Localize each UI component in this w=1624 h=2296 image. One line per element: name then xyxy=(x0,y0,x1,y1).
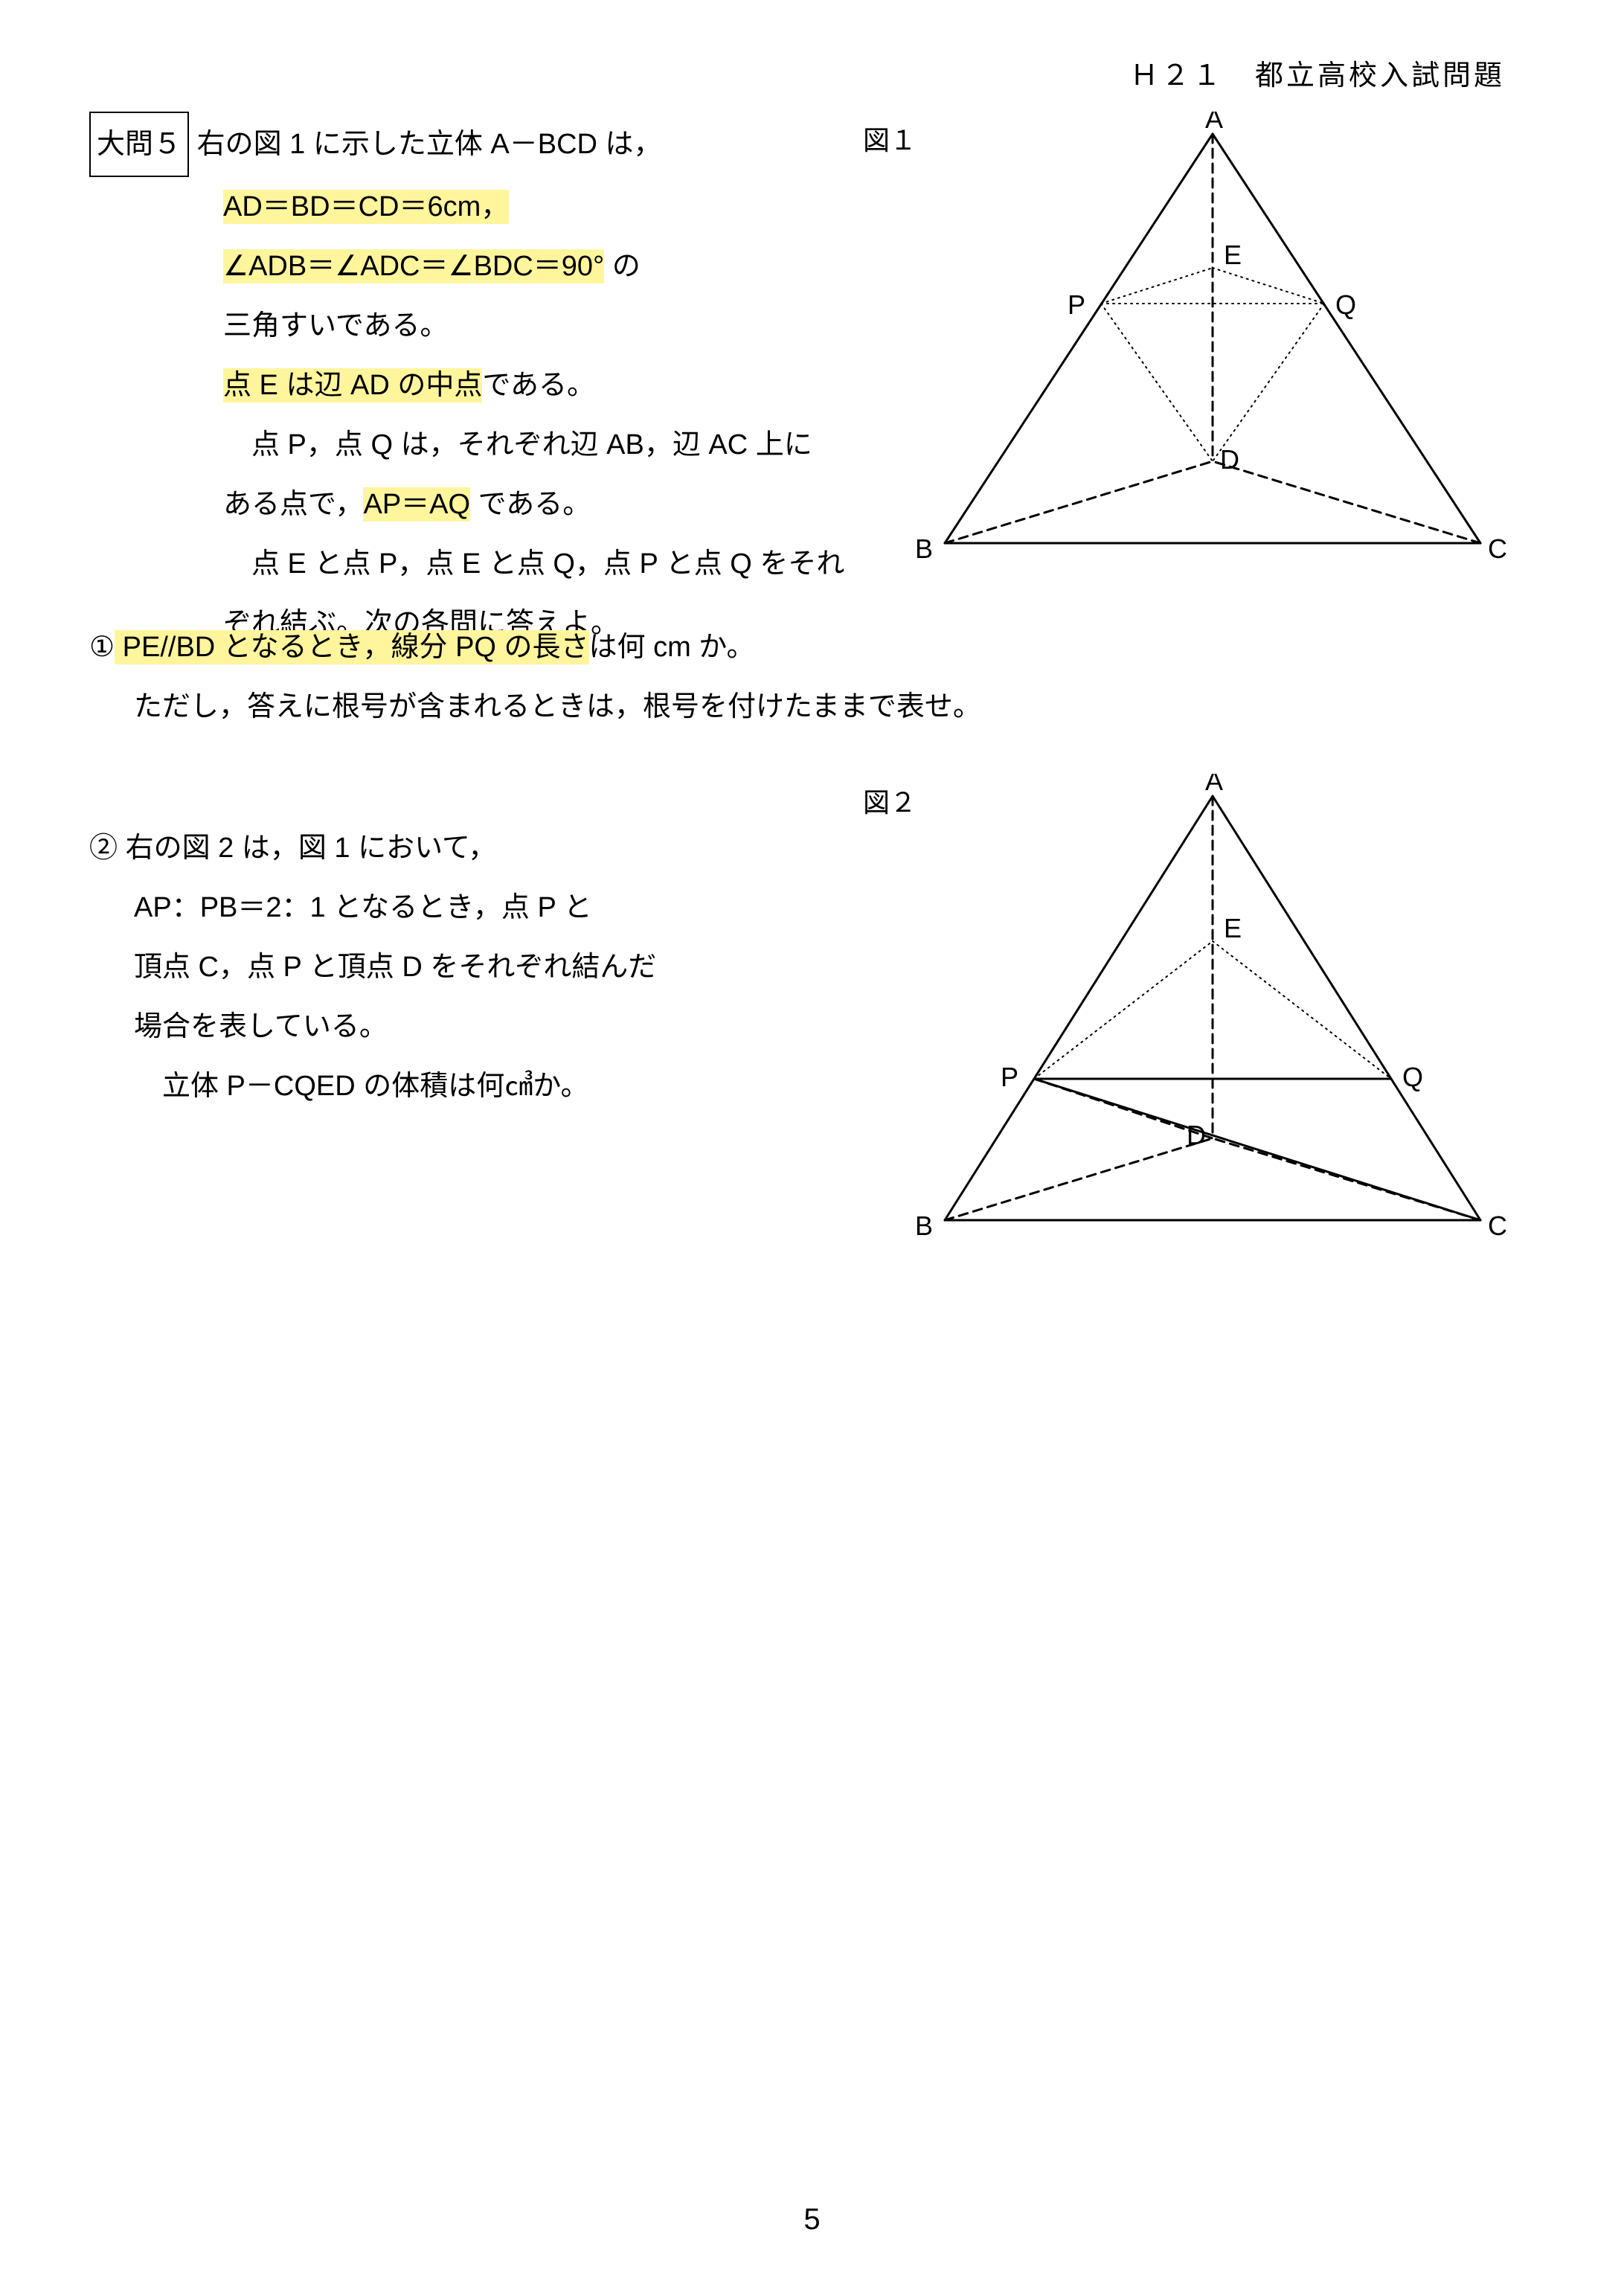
figure-2-svg: A B C D E P Q xyxy=(893,774,1547,1265)
apaq-prefix: ある点で， xyxy=(223,489,363,520)
svg-text:P: P xyxy=(1068,289,1085,320)
page-number: 5 xyxy=(803,2203,820,2236)
q2-line5: 立体 P－CQED の体積は何㎤か。 xyxy=(89,1056,833,1116)
problem-number-box: 大問５ xyxy=(89,112,189,177)
svg-text:D: D xyxy=(1187,1120,1206,1150)
pointE-suffix: である。 xyxy=(482,370,595,401)
q1-number: ① xyxy=(89,632,115,663)
figure-1-svg: A B C D E P Q xyxy=(893,112,1547,588)
figure-2: 図２ ABCDEPQ xyxy=(893,774,1547,1265)
question-1: ① PE//BD となるとき，線分 PQ の長さは何 cm か。 ただし，答えに… xyxy=(89,618,1535,737)
figure-1-label: 図１ xyxy=(863,119,917,158)
q1-line2: ただし，答えに根号が含まれるときは，根号を付けたままで表せ。 xyxy=(89,677,1535,737)
highlight-edges: AD＝BD＝CD＝6cm， xyxy=(223,190,509,224)
svg-text:C: C xyxy=(1488,1210,1507,1241)
svg-text:E: E xyxy=(1224,240,1242,270)
svg-text:P: P xyxy=(1001,1062,1018,1092)
highlight-apaq: AP＝AQ xyxy=(363,487,470,522)
question-2: ② 右の図 2 は，図 1 において， AP：PB＝2：1 となるとき，点 P … xyxy=(89,818,833,1116)
q2-line2: AP：PB＝2：1 となるとき，点 P と xyxy=(89,878,833,937)
figure-2-label: 図２ xyxy=(863,781,917,820)
angle-suffix: の xyxy=(604,251,641,282)
q2-line1: 右の図 2 は，図 1 において， xyxy=(118,833,496,864)
q2-line4: 場合を表している。 xyxy=(89,997,833,1056)
svg-text:B: B xyxy=(915,1210,933,1241)
svg-text:E: E xyxy=(1224,913,1242,943)
page-header: Ｈ２１ 都立高校入試問題 xyxy=(1130,52,1505,93)
svg-text:B: B xyxy=(915,533,933,564)
svg-text:D: D xyxy=(1220,444,1239,475)
svg-text:Q: Q xyxy=(1402,1062,1423,1092)
intro-line-1: 右の図 1 に示した立体 A－BCD は， xyxy=(189,129,662,160)
svg-text:A: A xyxy=(1205,112,1223,134)
q2-number: ② xyxy=(89,833,118,864)
svg-text:C: C xyxy=(1488,533,1507,564)
q1-rest: は何 cm か。 xyxy=(589,632,755,663)
svg-text:Q: Q xyxy=(1335,289,1356,320)
q2-line3: 頂点 C，点 P と頂点 D をそれぞれ結んだ xyxy=(89,937,833,997)
figure-1: 図１ ABCDEPQ xyxy=(893,112,1547,588)
highlight-pointE: 点 E は辺 AD の中点 xyxy=(223,368,482,403)
apaq-suffix: である。 xyxy=(470,489,591,520)
q1-highlight: PE//BD となるとき，線分 PQ の長さ xyxy=(115,630,588,664)
highlight-angles: ∠ADB＝∠ADC＝∠BDC＝90° xyxy=(223,249,604,283)
svg-text:A: A xyxy=(1205,774,1223,796)
